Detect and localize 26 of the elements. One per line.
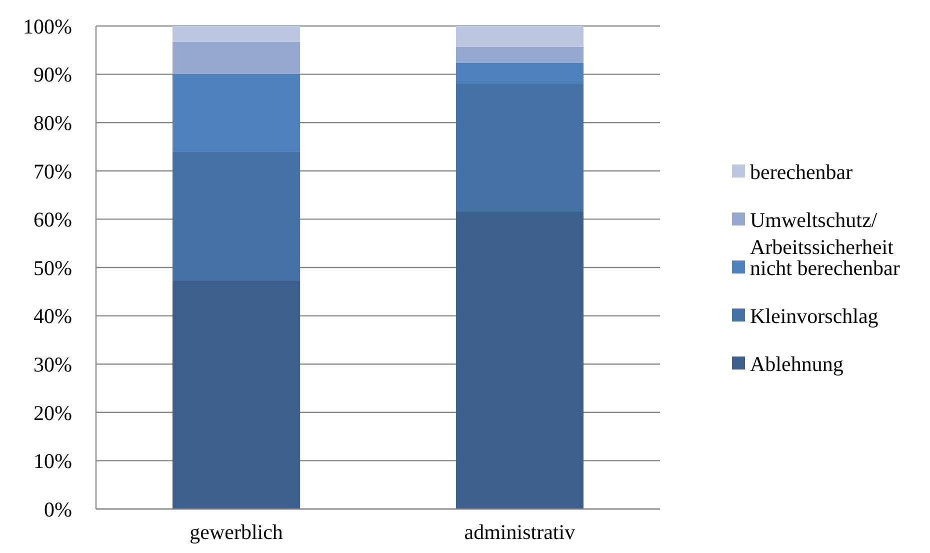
y-tick-label: 20% [34,400,72,425]
bar [172,152,300,281]
y-tick-label: 0% [44,497,72,522]
bar [456,46,584,63]
bar [172,74,300,152]
bar [456,83,584,212]
y-tick-label: 100% [23,14,72,38]
y-tick-label: 50% [34,256,72,280]
y-tick-label: 90% [34,62,72,87]
x-tick-label: gewerblich [190,520,284,544]
bar [456,62,584,84]
bar [456,211,584,509]
y-tick-label: 30% [34,352,72,376]
legend-label: Kleinvorschlag [750,304,879,328]
y-tick-label: 70% [34,159,72,184]
legend-label: Ablehnung [750,352,844,376]
bar [172,280,300,509]
y-tick-label: 40% [34,304,72,328]
bar [456,26,584,47]
y-tick-label: 60% [34,208,72,232]
y-tick-label: 80% [34,110,72,135]
legend-label: berechenbar [750,160,853,184]
x-tick-label: administrativ [464,520,576,544]
bar [172,26,300,42]
bar [172,42,300,74]
y-tick-label: 10% [34,449,72,474]
